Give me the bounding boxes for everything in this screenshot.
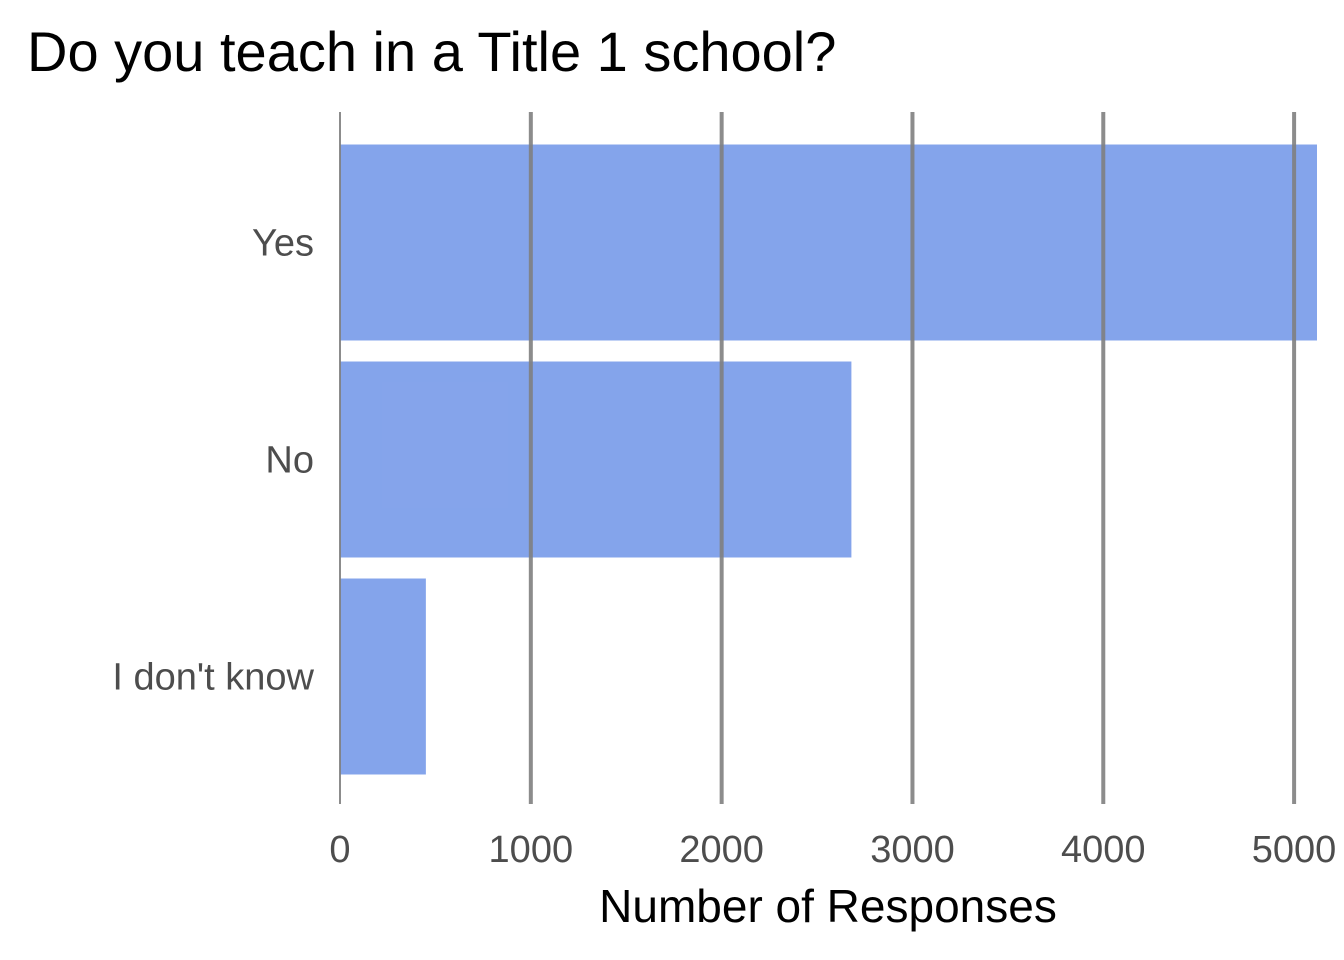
x-tick-label: 1000 — [489, 829, 574, 871]
y-tick-labels: Yes No I don't know — [112, 223, 314, 699]
y-tick-label: Yes — [252, 223, 314, 265]
y-tick-label: No — [265, 440, 314, 482]
bars-layer — [340, 144, 1317, 775]
y-tick-label: I don't know — [112, 657, 314, 699]
grid-layer — [339, 112, 1297, 804]
bar-no — [340, 361, 852, 558]
chart-title: Do you teach in a Title 1 school? — [27, 20, 837, 83]
x-axis-title: Number of Responses — [599, 880, 1057, 932]
x-tick-label: 2000 — [679, 829, 764, 871]
x-tick-label: 4000 — [1061, 829, 1146, 871]
x-tick-labels: 0 1000 2000 3000 4000 5000 — [329, 829, 1336, 871]
x-tick-label: 3000 — [870, 829, 955, 871]
bar-i-don-t-know — [340, 578, 426, 775]
x-tick-label: 0 — [329, 829, 350, 871]
x-tick-label: 5000 — [1252, 829, 1337, 871]
bar-yes — [340, 144, 1317, 341]
